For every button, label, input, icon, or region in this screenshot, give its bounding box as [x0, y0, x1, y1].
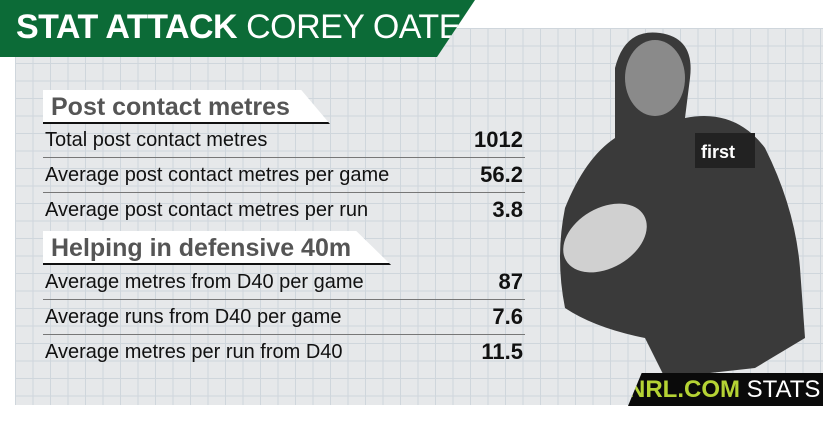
nrl-stats-logo: NRL.COM STATS [628, 373, 823, 406]
player-photo: first [560, 32, 805, 378]
title-banner: STAT ATTACK COREY OATES [0, 0, 475, 57]
row-label: Average metres from D40 per game [45, 271, 364, 293]
table-row: Average post contact metres per game 56.2 [43, 158, 525, 193]
row-value: 7.6 [492, 304, 523, 329]
svg-text:first: first [701, 142, 735, 162]
table-row: Average post contact metres per run 3.8 [43, 193, 525, 227]
table-row: Total post contact metres 1012 [43, 123, 525, 158]
section-heading-defensive-40m: Helping in defensive 40m [43, 231, 392, 265]
row-label: Total post contact metres [45, 129, 268, 151]
player-name: COREY OATES [246, 8, 484, 46]
table-row: Average runs from D40 per game 7.6 [43, 300, 525, 335]
table-row: Average metres from D40 per game 87 [43, 265, 525, 300]
table-row: Average metres per run from D40 11.5 [43, 335, 525, 369]
row-value: 3.8 [492, 197, 523, 222]
title-bold: STAT ATTACK [16, 8, 238, 46]
row-label: Average metres per run from D40 [45, 341, 343, 363]
row-label: Average post contact metres per game [45, 164, 390, 186]
logo-brand: NRL.COM [628, 376, 740, 403]
row-label: Average post contact metres per run [45, 199, 369, 221]
row-value: 1012 [474, 127, 523, 152]
section-heading-post-contact: Post contact metres [43, 90, 330, 124]
row-label: Average runs from D40 per game [45, 306, 342, 328]
logo-suffix: STATS [746, 376, 821, 403]
row-value: 56.2 [480, 162, 523, 187]
row-value: 87 [498, 269, 523, 294]
row-value: 11.5 [481, 339, 523, 364]
